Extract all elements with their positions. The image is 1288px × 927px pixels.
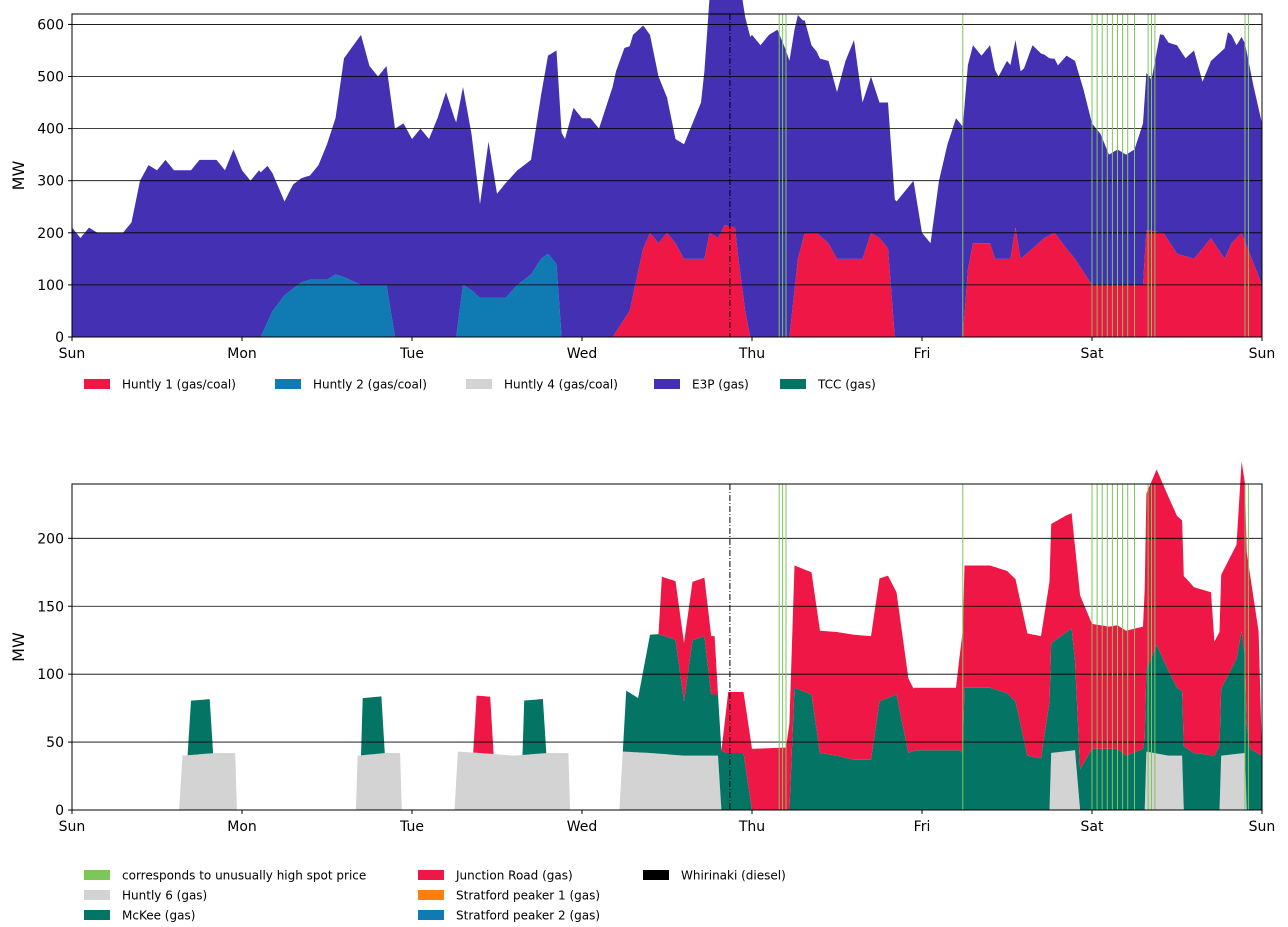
x-tick-label-6: Sat	[1081, 819, 1104, 835]
x-tick-label-1: Mon	[227, 346, 257, 362]
legend-label: Stratford peaker 2 (gas)	[456, 909, 600, 923]
legend-swatch	[780, 379, 806, 389]
legend: corresponds to unusually high spot price…	[84, 869, 786, 923]
legend-label: Stratford peaker 1 (gas)	[456, 889, 600, 903]
y-tick-label-4: 400	[37, 122, 64, 138]
high-price-markers	[778, 14, 1249, 337]
x-tick-label-0: Sun	[59, 819, 86, 835]
area-series-3	[72, 628, 1262, 810]
x-tick-label-2: Tue	[399, 819, 424, 835]
chart-panel-2: 0 50 100 150 200 Sun Mon Tue Wed Thu Fri Sat Sun MW co…	[9, 461, 1276, 923]
legend-swatch	[84, 379, 110, 389]
legend-item-4: E3P (gas)	[654, 378, 749, 392]
legend: Huntly 1 (gas/coal) Huntly 2 (gas/coal) Hu…	[84, 378, 876, 392]
area-series-4	[72, 461, 1262, 810]
area-series-1	[72, 224, 1262, 337]
x-tick-label-0: Sun	[59, 346, 86, 362]
legend-item-6: Stratford peaker 2 (gas)	[418, 909, 600, 923]
x-tick-label-2: Tue	[399, 346, 424, 362]
area-series-2	[72, 224, 1262, 337]
area-series-2	[72, 750, 1262, 810]
y-tick-label-3: 300	[37, 174, 64, 190]
y-tick-label-6: 600	[37, 17, 64, 33]
plot-frame	[71, 13, 1263, 338]
legend-swatch	[84, 870, 110, 880]
legend-label: corresponds to unusually high spot price	[122, 869, 366, 883]
legend-item-3: McKee (gas)	[84, 909, 195, 923]
legend-item-5: Stratford peaker 1 (gas)	[418, 889, 600, 903]
legend-label: McKee (gas)	[122, 909, 195, 923]
high-price-markers	[778, 484, 1249, 810]
legend-swatch	[418, 870, 444, 880]
grid-lines	[72, 537, 1262, 743]
y-tick-label-3: 150	[37, 599, 64, 615]
y-tick-label-4: 200	[37, 531, 64, 547]
legend-swatch	[84, 890, 110, 900]
legend-label: Whirinaki (diesel)	[681, 869, 786, 883]
legend-swatch	[84, 910, 110, 920]
x-axis: Sun Mon Tue Wed Thu Fri Sat Sun	[59, 810, 1276, 835]
x-tick-label-3: Wed	[567, 819, 598, 835]
legend-label: Huntly 1 (gas/coal)	[122, 378, 236, 392]
legend-item-4: Junction Road (gas)	[418, 869, 573, 883]
y-axis-title: MW	[9, 632, 28, 662]
x-tick-label-6: Sat	[1081, 346, 1104, 362]
x-tick-label-3: Wed	[567, 346, 598, 362]
legend-swatch	[418, 890, 444, 900]
legend-label: Huntly 6 (gas)	[122, 889, 207, 903]
y-axis: 0 100 200 300 400 500 600	[37, 17, 72, 346]
chart-panel-1: 0 100 200 300 400 500 600 Sun Mon Tue Wed Thu Fri Sat…	[9, 0, 1275, 392]
legend-swatch	[654, 379, 680, 389]
y-tick-label-0: 0	[55, 803, 64, 819]
legend-swatch	[275, 379, 301, 389]
y-axis-title: MW	[9, 161, 28, 191]
legend-swatch	[643, 870, 669, 880]
legend-label: TCC (gas)	[817, 378, 876, 392]
y-axis: 0 50 100 150 200	[37, 531, 72, 819]
x-tick-label-5: Fri	[914, 346, 931, 362]
legend-item-2: Huntly 6 (gas)	[84, 889, 207, 903]
legend-item-1: Huntly 1 (gas/coal)	[84, 378, 236, 392]
x-tick-label-7: Sun	[1249, 819, 1276, 835]
legend-swatch	[418, 910, 444, 920]
y-tick-label-0: 0	[55, 330, 64, 346]
series-areas	[72, 0, 1262, 337]
legend-label: E3P (gas)	[692, 378, 749, 392]
y-tick-label-2: 200	[37, 226, 64, 242]
x-axis: Sun Mon Tue Wed Thu Fri Sat Sun	[59, 337, 1276, 362]
series-areas	[72, 461, 1262, 810]
y-tick-label-1: 50	[46, 735, 64, 751]
grid-lines	[72, 24, 1262, 286]
legend-label: Huntly 4 (gas/coal)	[504, 378, 618, 392]
x-tick-label-7: Sun	[1249, 346, 1276, 362]
x-tick-label-5: Fri	[914, 819, 931, 835]
x-tick-label-1: Mon	[227, 819, 257, 835]
x-tick-label-4: Thu	[738, 819, 765, 835]
legend-swatch	[466, 379, 492, 389]
legend-item-3: Huntly 4 (gas/coal)	[466, 378, 618, 392]
legend-item-1: corresponds to unusually high spot price	[84, 869, 366, 883]
plot-frame	[71, 483, 1263, 811]
legend-item-2: Huntly 2 (gas/coal)	[275, 378, 427, 392]
legend-label: Huntly 2 (gas/coal)	[313, 378, 427, 392]
legend-label: Junction Road (gas)	[455, 869, 573, 883]
area-series-4	[72, 0, 1262, 337]
y-tick-label-5: 500	[37, 70, 64, 86]
legend-item-7: Whirinaki (diesel)	[643, 869, 786, 883]
legend-item-5: TCC (gas)	[780, 378, 876, 392]
y-tick-label-2: 100	[37, 667, 64, 683]
x-tick-label-4: Thu	[738, 346, 765, 362]
y-tick-label-1: 100	[37, 278, 64, 294]
